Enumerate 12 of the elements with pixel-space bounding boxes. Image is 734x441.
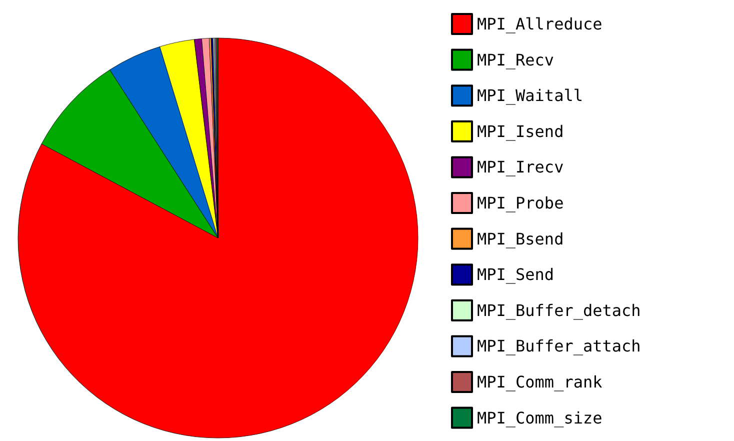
legend-label: MPI_Allreduce	[477, 14, 602, 34]
legend-label: MPI_Buffer_attach	[477, 336, 641, 356]
legend-label: MPI_Comm_size	[477, 408, 602, 428]
legend-label: MPI_Waitall	[477, 86, 583, 106]
legend-label: MPI_Buffer_detach	[477, 300, 641, 320]
legend-label: MPI_Isend	[477, 122, 564, 141]
legend-label: MPI_Recv	[477, 50, 554, 70]
legend-label: MPI_Probe	[477, 194, 564, 212]
legend-label: MPI_Comm_rank	[477, 372, 603, 392]
legend-label: MPI_Bsend	[477, 229, 564, 248]
legend-label: MPI_Send	[477, 265, 554, 284]
legend-label: MPI_Irecv	[477, 158, 564, 177]
